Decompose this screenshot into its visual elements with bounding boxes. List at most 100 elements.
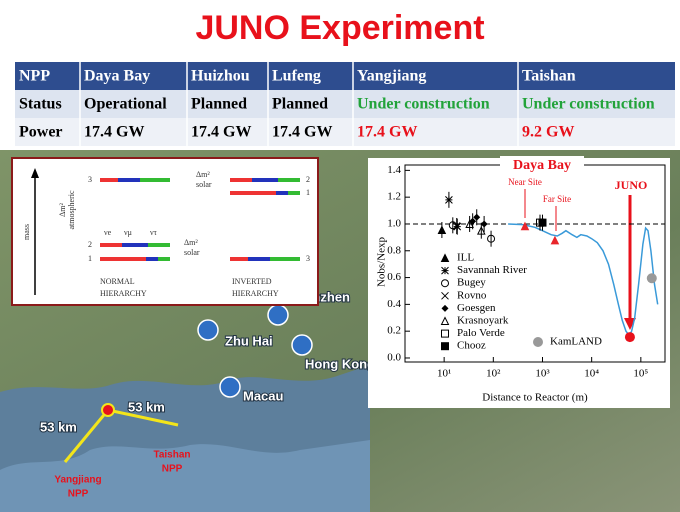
table-header-cell: Huizhou bbox=[191, 68, 250, 85]
plot-area bbox=[437, 191, 659, 343]
legend-marker bbox=[441, 304, 449, 312]
table-header-cell: Lufeng bbox=[272, 68, 321, 85]
level-label: 2 bbox=[88, 240, 92, 249]
table-cell: Operational bbox=[84, 96, 167, 113]
table-cell: Status bbox=[19, 96, 62, 113]
juno-site bbox=[101, 403, 115, 417]
distance-label: 53 km bbox=[128, 399, 165, 414]
level-bar bbox=[140, 178, 170, 182]
hierarchy-label: HIERARCHY bbox=[232, 289, 279, 298]
y-tick-label: 0.0 bbox=[387, 352, 401, 364]
table-row bbox=[15, 90, 675, 118]
level-bar bbox=[276, 191, 288, 195]
y-tick-label: 0.6 bbox=[387, 271, 401, 283]
city-label: Macau bbox=[243, 388, 284, 403]
legend-marker bbox=[441, 266, 449, 275]
y-tick-label: 1.2 bbox=[387, 191, 401, 203]
delta-label: Δm² bbox=[184, 238, 198, 247]
level-label: 1 bbox=[306, 188, 310, 197]
airport-icon bbox=[197, 319, 219, 341]
level-label: 3 bbox=[88, 175, 92, 184]
delta-label: solar bbox=[196, 180, 212, 189]
level-bar bbox=[100, 178, 118, 182]
city-label: Hong Kong bbox=[305, 356, 375, 371]
data-point bbox=[624, 332, 635, 343]
data-point bbox=[476, 226, 486, 235]
legend-marker bbox=[441, 342, 449, 351]
flavor-label: νe bbox=[104, 228, 112, 237]
data-point bbox=[487, 234, 496, 243]
table-cell: 17.4 GW bbox=[357, 124, 417, 141]
level-bar bbox=[100, 257, 146, 261]
data-point bbox=[437, 225, 447, 234]
y-tick-label: 1.4 bbox=[387, 164, 401, 176]
level-bar bbox=[148, 243, 170, 247]
airport-icon bbox=[219, 376, 241, 398]
table-row bbox=[15, 62, 675, 90]
delta-label: Δm² bbox=[196, 170, 210, 179]
y-tick-label: 0.4 bbox=[387, 298, 401, 310]
airport-icon bbox=[291, 334, 313, 356]
x-tick-label: 10⁵ bbox=[633, 368, 648, 380]
table-cell: Under construction bbox=[357, 96, 490, 113]
legend-marker bbox=[441, 291, 449, 300]
delta-label: atmospheric bbox=[67, 190, 76, 230]
data-point bbox=[480, 220, 488, 228]
x-tick-label: 10⁴ bbox=[584, 368, 599, 380]
level-bar bbox=[230, 257, 248, 261]
level-bar bbox=[230, 178, 252, 182]
inset-frame bbox=[368, 158, 670, 408]
legend-label: Palo Verde bbox=[457, 327, 505, 339]
level-bar bbox=[278, 178, 300, 182]
oscillation-chart: Daya Bay Near Site Far Site JUNO Distanc… bbox=[368, 156, 670, 408]
annotation: Far Site bbox=[543, 194, 571, 204]
hierarchy-diagram: mass Δm² atmospheric Δm² solar Δm² solar… bbox=[11, 157, 319, 306]
level-bar bbox=[230, 191, 276, 195]
npp-label: NPP bbox=[68, 489, 89, 500]
x-tick-label: 10³ bbox=[535, 368, 550, 380]
legend-marker bbox=[533, 337, 543, 347]
flavor-label: ντ bbox=[150, 228, 158, 237]
legend-label: Savannah River bbox=[457, 264, 527, 276]
hierarchy-label: HIERARCHY bbox=[100, 289, 147, 298]
y-tick-label: 0.2 bbox=[387, 325, 401, 337]
data-point bbox=[465, 219, 474, 228]
city-label: Zhu Hai bbox=[225, 333, 273, 348]
flavor-label: νμ bbox=[124, 228, 132, 237]
table-row bbox=[15, 118, 675, 146]
data-point bbox=[538, 218, 547, 227]
legend-marker bbox=[441, 329, 449, 338]
table: NPP Daya Bay Huizhou Lufeng Yangjiang Taishan… bbox=[15, 62, 675, 146]
inverted-levels bbox=[230, 178, 300, 261]
table-cell: Planned bbox=[272, 96, 328, 113]
level-bar bbox=[122, 243, 148, 247]
axis-label: mass bbox=[22, 224, 31, 240]
annotation-box bbox=[500, 156, 584, 176]
delta-label: solar bbox=[184, 248, 200, 257]
title: JUNO Experiment bbox=[195, 9, 484, 47]
inset-frame bbox=[11, 157, 319, 306]
delta-label: Δm² bbox=[58, 203, 67, 217]
hierarchy-label: INVERTED bbox=[232, 277, 272, 286]
table-header-cell: Daya Bay bbox=[84, 68, 150, 85]
legend-label: Chooz bbox=[457, 340, 486, 352]
level-bar bbox=[118, 178, 140, 182]
annotation: JUNO bbox=[615, 178, 648, 192]
annotation: Daya Bay bbox=[513, 158, 571, 173]
table-cell: 17.4 GW bbox=[272, 124, 332, 141]
npp-label: Taishan bbox=[153, 450, 190, 461]
level-bar bbox=[252, 178, 278, 182]
x-axis-label: Distance to Reactor (m) bbox=[482, 392, 588, 404]
y-tick-label: 1.0 bbox=[387, 217, 401, 229]
level-bar bbox=[270, 257, 300, 261]
arrowhead bbox=[31, 168, 39, 178]
level-label: 1 bbox=[88, 254, 92, 263]
annotation: Near Site bbox=[508, 177, 542, 187]
x-tick-label: 10¹ bbox=[437, 368, 451, 380]
table-cell: Planned bbox=[191, 96, 247, 113]
data-point bbox=[445, 195, 453, 204]
level-bar bbox=[158, 257, 170, 261]
data-point bbox=[473, 213, 481, 221]
table-cell: 17.4 GW bbox=[84, 124, 144, 141]
